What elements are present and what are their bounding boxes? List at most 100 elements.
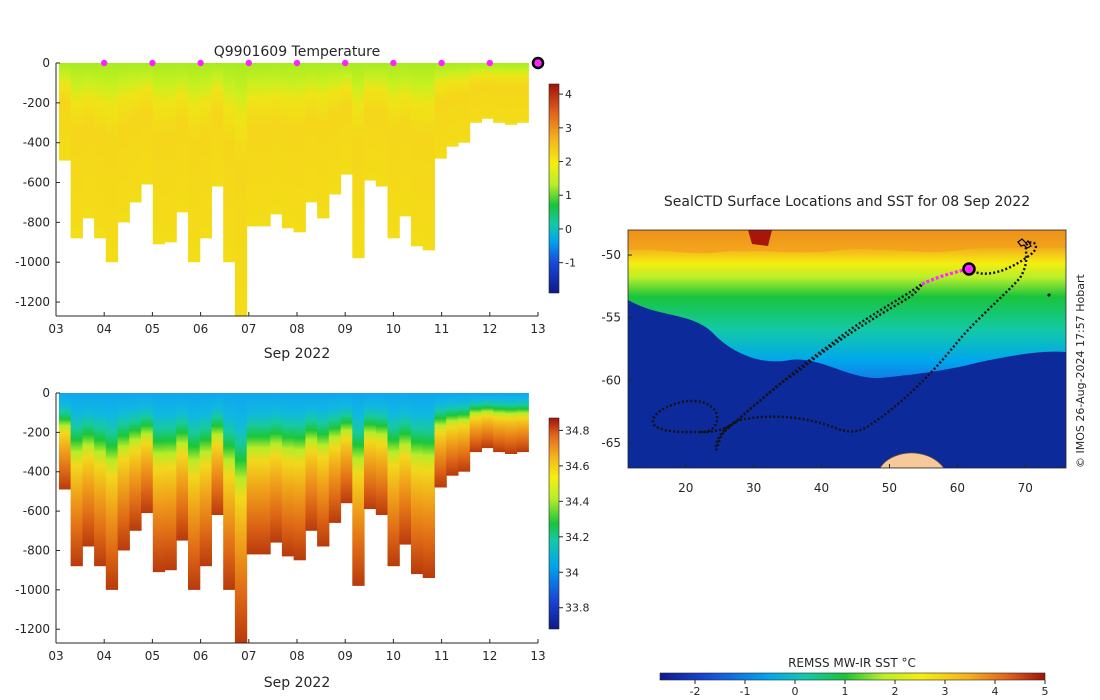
y-tick-label: -1200 xyxy=(15,622,50,636)
salinity-chart: 03 04 05 06 07 08 09 10 11 12 13 0 -200 -400 -600 -800… xyxy=(15,386,589,691)
profile-column xyxy=(504,393,518,454)
map-title: SealCTD Surface Locations and SST for 08… xyxy=(664,194,1030,210)
profile-marker xyxy=(390,59,397,67)
profile-column xyxy=(117,393,130,551)
profile-column xyxy=(387,393,400,567)
profile-column xyxy=(188,63,201,263)
map-y-tick-label: -55 xyxy=(601,311,621,325)
y-tick-label: -600 xyxy=(23,504,50,518)
x-tick-label: 09 xyxy=(338,322,353,336)
profile-column xyxy=(211,393,224,515)
sst-colorbar-tick-label: 3 xyxy=(942,685,949,698)
sst-colorbar xyxy=(659,672,1046,681)
profile-column xyxy=(434,393,447,488)
latest-profile-marker xyxy=(531,56,545,70)
y-tick-label: 0 xyxy=(42,56,50,70)
x-tick-label: 03 xyxy=(48,322,63,336)
x-tick-label: 05 xyxy=(145,322,160,336)
y-tick-label: -200 xyxy=(23,425,50,439)
profile-column xyxy=(457,393,471,472)
profile-column xyxy=(340,393,353,504)
credit-text: © IMOS 26-Aug-2024 17:57 Hobart xyxy=(1074,274,1087,468)
profile-column xyxy=(246,63,259,227)
map-x-tick-label: 40 xyxy=(814,481,829,495)
profile-column xyxy=(328,393,342,523)
profile-column xyxy=(422,63,435,251)
y-tick-label: -800 xyxy=(23,543,50,557)
profile-marker xyxy=(293,59,301,67)
profile-column xyxy=(352,393,365,586)
profile-column xyxy=(281,393,295,557)
profile-column xyxy=(387,63,400,239)
profile-column xyxy=(188,393,201,590)
x-tick-label: 06 xyxy=(193,649,208,663)
profile-column xyxy=(223,63,236,263)
temperature-title: Q9901609 Temperature xyxy=(214,44,381,60)
salinity-colorbar xyxy=(548,417,560,630)
profile-column xyxy=(516,63,529,123)
profile-column xyxy=(493,393,506,453)
profile-column xyxy=(94,63,107,239)
map-y-tick-label: -60 xyxy=(601,373,621,387)
profile-column xyxy=(305,393,318,531)
sst-colorbar-tick-label: 1 xyxy=(842,685,849,698)
y-tick-label: -800 xyxy=(23,215,50,229)
sst-colorbar-label: REMSS MW-IR SST °C xyxy=(788,656,916,670)
y-tick-label: -600 xyxy=(23,176,50,190)
profile-column xyxy=(270,63,283,215)
temperature-xlabel: Sep 2022 xyxy=(264,346,330,362)
x-tick-label: 06 xyxy=(193,322,208,336)
profile-column xyxy=(82,63,95,219)
profile-column xyxy=(481,393,494,449)
map-x-ticks: 20 30 40 50 60 70 xyxy=(678,464,1033,495)
colorbar-tick-label: 0 xyxy=(565,223,572,236)
profile-column xyxy=(434,63,447,159)
y-tick-label: -1200 xyxy=(15,295,50,309)
x-tick-label: 11 xyxy=(434,649,449,663)
profile-column xyxy=(82,393,95,547)
x-tick-label: 08 xyxy=(289,649,304,663)
kerguelen-islands xyxy=(1017,238,1032,249)
colorbar-tick-label: 2 xyxy=(565,156,572,169)
profile-column xyxy=(141,63,154,185)
temperature-colorbar xyxy=(548,83,560,294)
x-tick-label: 08 xyxy=(289,322,304,336)
map-x-tick-label: 20 xyxy=(678,481,693,495)
map-x-tick-label: 30 xyxy=(746,481,761,495)
temperature-profiles xyxy=(58,63,529,316)
x-tick-label: 09 xyxy=(338,649,353,663)
warm-north-patch xyxy=(748,230,772,246)
profile-column xyxy=(457,63,471,143)
last-position-marker xyxy=(962,262,976,276)
profile-column xyxy=(105,63,119,263)
x-tick-label: 04 xyxy=(97,322,112,336)
profile-marker xyxy=(245,59,252,67)
temperature-x-ticks: 03 04 05 06 07 08 09 10 11 12 13 xyxy=(48,312,546,336)
profile-column xyxy=(258,63,271,227)
map-y-ticks: -50 -55 -60 -65 xyxy=(601,248,632,450)
temperature-profile-markers xyxy=(101,56,545,70)
x-tick-label: 13 xyxy=(530,322,545,336)
sst-map: SealCTD Surface Locations and SST for 08… xyxy=(601,194,1087,698)
profile-column xyxy=(199,393,212,567)
profile-column xyxy=(317,63,330,219)
x-tick-label: 03 xyxy=(48,649,63,663)
x-tick-label: 04 xyxy=(97,649,112,663)
map-x-tick-label: 70 xyxy=(1018,481,1033,495)
ice-cold-region xyxy=(628,300,1066,468)
colorbar-tick-label: 4 xyxy=(565,88,572,101)
profile-column xyxy=(481,63,494,119)
profile-column xyxy=(223,393,236,590)
colorbar-tick-label: 1 xyxy=(565,189,572,202)
salinity-colorbar-ticks: 33.8 34 34.2 34.4 34.6 34.8 xyxy=(559,424,590,615)
profile-column xyxy=(516,393,529,453)
profile-column xyxy=(469,393,482,453)
profile-column xyxy=(504,63,518,125)
sst-colorbar-tick-label: -1 xyxy=(740,685,751,698)
salinity-y-ticks: 0 -200 -400 -600 -800 -1000 -1200 xyxy=(15,386,60,636)
colorbar-tick-label: -1 xyxy=(565,257,576,270)
profile-marker xyxy=(101,59,108,67)
profile-column xyxy=(305,63,318,203)
profile-column xyxy=(399,393,412,545)
map-y-tick-label: -50 xyxy=(601,248,621,262)
